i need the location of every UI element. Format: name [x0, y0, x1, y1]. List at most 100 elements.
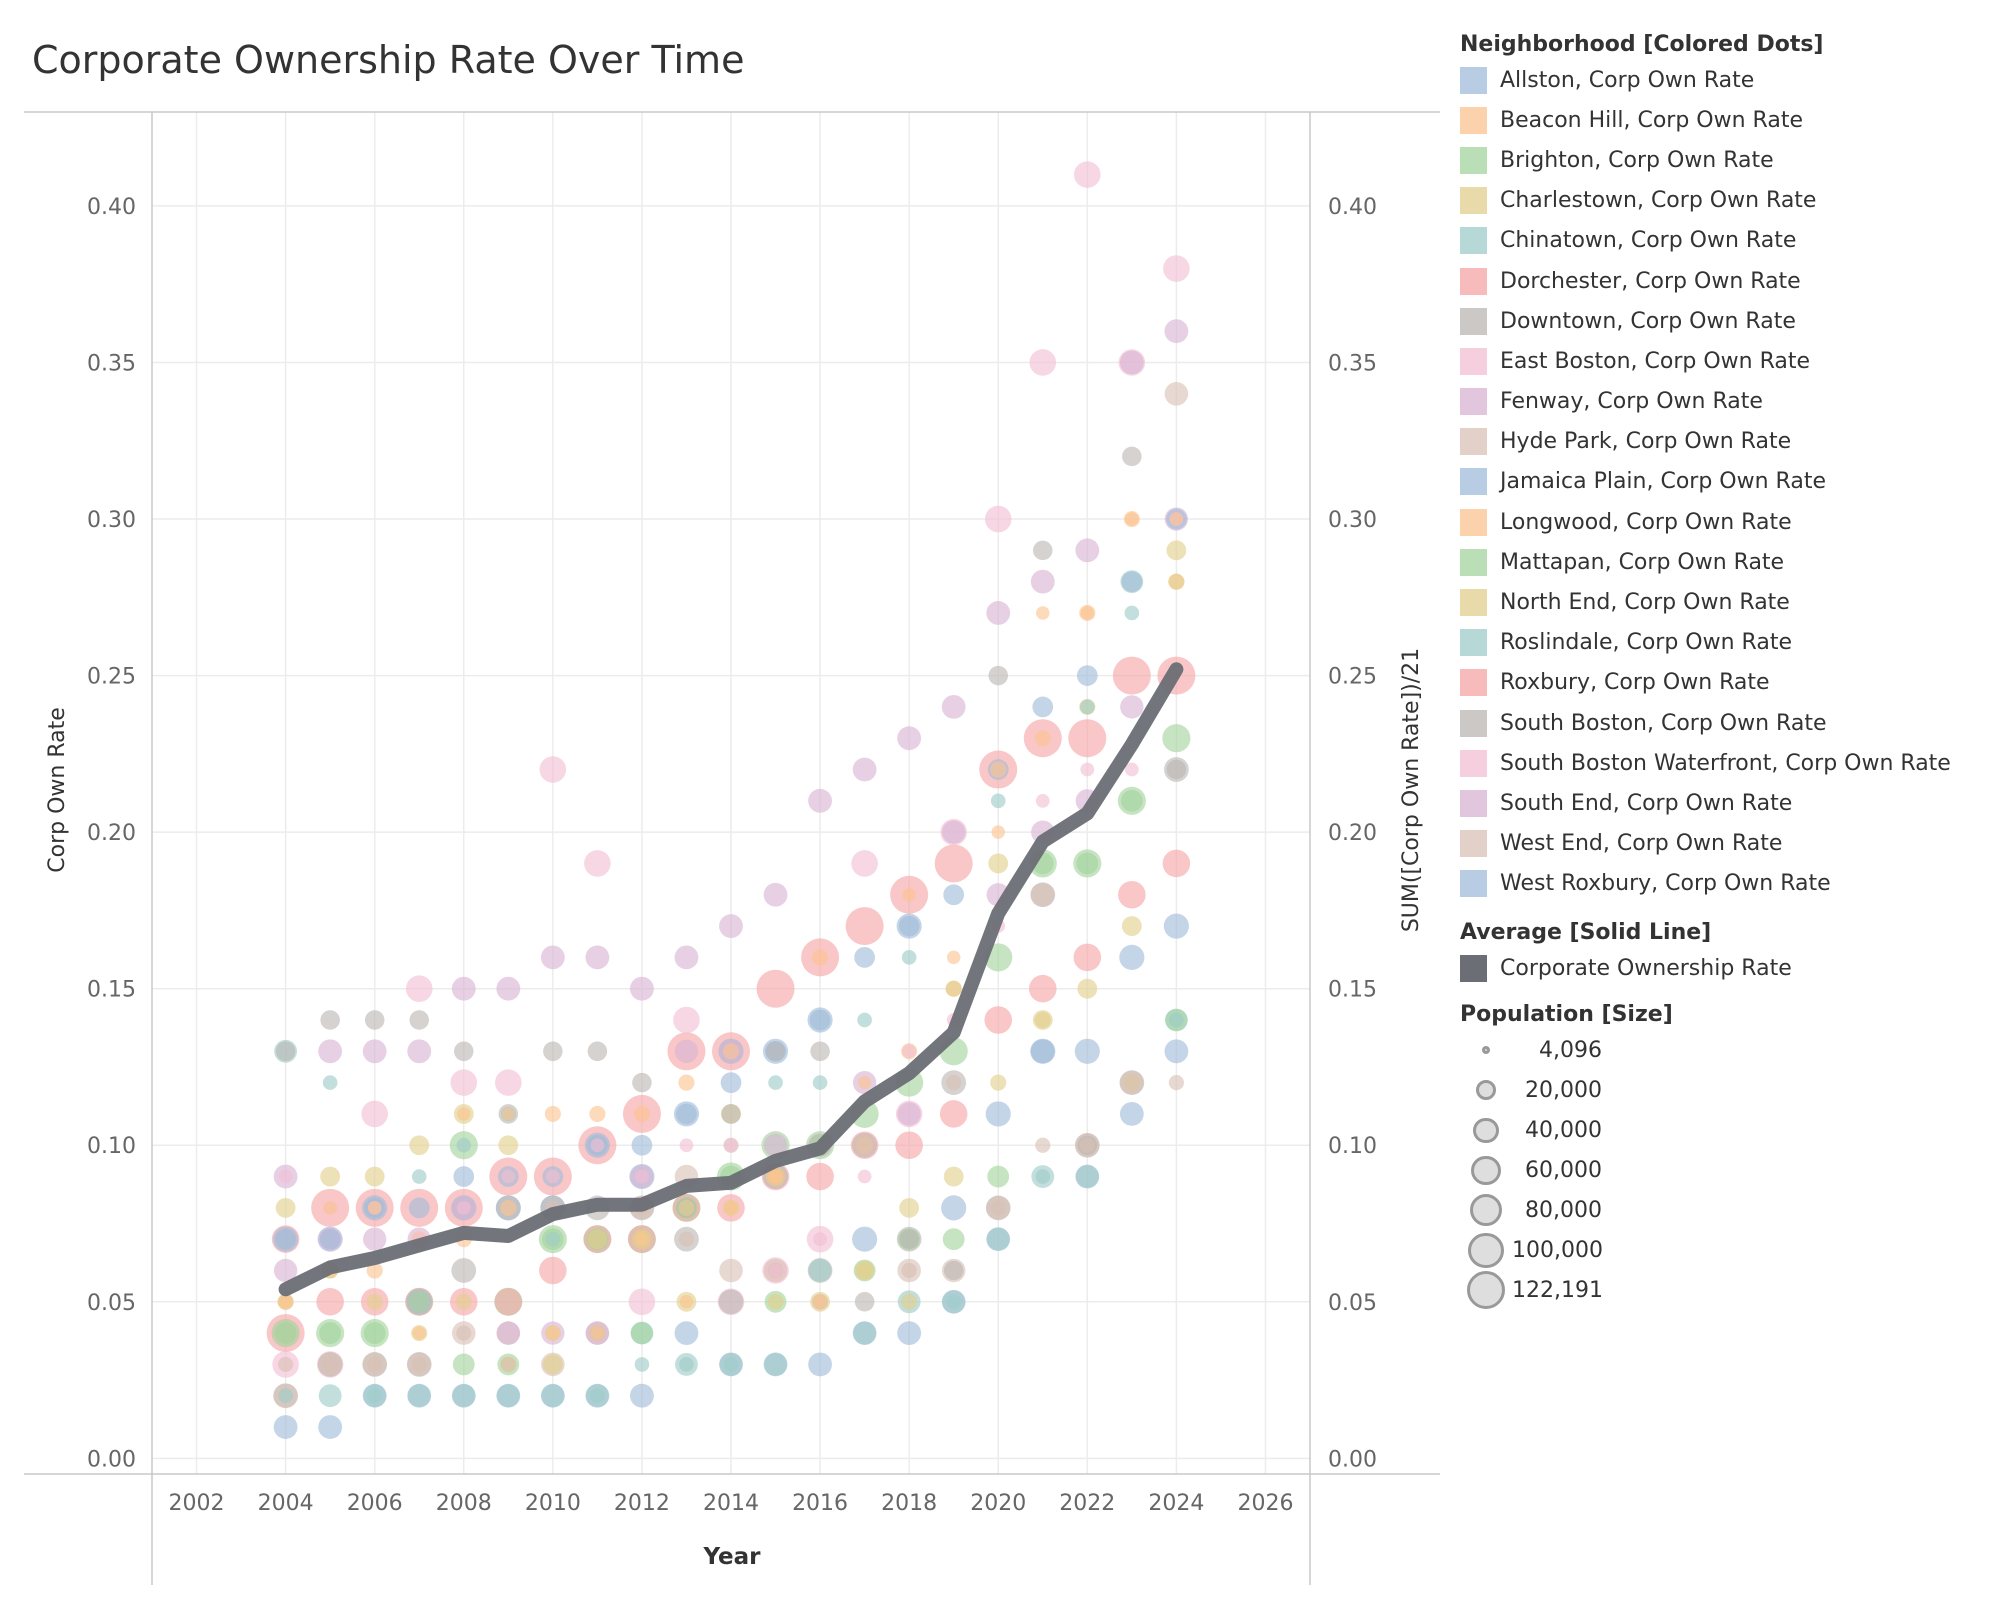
data-point[interactable]	[456, 1325, 472, 1341]
data-point[interactable]	[768, 1169, 783, 1184]
data-point[interactable]	[897, 1321, 922, 1346]
data-point[interactable]	[452, 1353, 475, 1376]
data-point[interactable]	[1164, 1039, 1189, 1064]
data-point[interactable]	[941, 694, 966, 719]
data-point[interactable]	[318, 1415, 343, 1439]
data-point[interactable]	[632, 1072, 652, 1093]
legend-item[interactable]: Charlestown, Corp Own Rate	[1460, 181, 2000, 221]
data-point[interactable]	[939, 1100, 968, 1128]
data-point[interactable]	[1124, 762, 1139, 777]
data-point[interactable]	[1122, 446, 1142, 467]
data-point[interactable]	[897, 1102, 921, 1126]
data-point[interactable]	[275, 1228, 296, 1250]
data-point[interactable]	[1162, 849, 1191, 878]
data-point[interactable]	[813, 1232, 827, 1247]
data-point[interactable]	[545, 1169, 560, 1184]
data-point[interactable]	[411, 1169, 427, 1184]
data-point[interactable]	[984, 505, 1012, 533]
data-point[interactable]	[853, 1321, 877, 1345]
data-point[interactable]	[674, 1321, 699, 1346]
data-point[interactable]	[1036, 606, 1050, 620]
data-point[interactable]	[584, 850, 611, 877]
data-point[interactable]	[495, 1069, 522, 1096]
data-point[interactable]	[585, 945, 610, 970]
data-point[interactable]	[634, 1357, 650, 1372]
data-point[interactable]	[808, 1352, 832, 1377]
data-point[interactable]	[678, 1231, 695, 1247]
data-point[interactable]	[845, 907, 884, 946]
data-point[interactable]	[363, 1227, 387, 1251]
data-point[interactable]	[494, 1288, 523, 1316]
data-point[interactable]	[323, 1201, 337, 1215]
data-point[interactable]	[1079, 699, 1095, 715]
data-point[interactable]	[899, 1197, 920, 1218]
data-point[interactable]	[984, 1006, 1013, 1034]
data-point[interactable]	[1030, 1039, 1055, 1064]
data-point[interactable]	[808, 788, 832, 813]
data-point[interactable]	[679, 1138, 694, 1153]
data-point[interactable]	[1028, 974, 1057, 1003]
data-point[interactable]	[812, 1075, 828, 1090]
data-point[interactable]	[544, 1105, 561, 1123]
data-point[interactable]	[364, 1010, 385, 1030]
data-point[interactable]	[455, 1293, 472, 1310]
data-point[interactable]	[1073, 943, 1102, 972]
data-point[interactable]	[407, 1039, 432, 1064]
data-point[interactable]	[500, 1199, 517, 1216]
data-point[interactable]	[1169, 1012, 1184, 1028]
data-point[interactable]	[1030, 569, 1055, 594]
data-point[interactable]	[721, 1104, 741, 1124]
data-point[interactable]	[1164, 319, 1189, 344]
data-point[interactable]	[946, 1294, 962, 1310]
data-point[interactable]	[854, 1292, 875, 1312]
data-point[interactable]	[452, 1384, 476, 1408]
data-point[interactable]	[1168, 573, 1185, 590]
data-point[interactable]	[496, 1321, 520, 1345]
data-point[interactable]	[318, 1039, 343, 1064]
data-point[interactable]	[1166, 759, 1187, 780]
data-point[interactable]	[985, 1101, 1011, 1127]
data-point[interactable]	[320, 1010, 340, 1030]
data-point[interactable]	[456, 1200, 471, 1215]
data-point[interactable]	[542, 1354, 563, 1375]
data-point[interactable]	[674, 1039, 699, 1063]
data-point[interactable]	[1121, 916, 1142, 936]
data-point[interactable]	[719, 914, 743, 938]
data-point[interactable]	[631, 1322, 653, 1345]
data-point[interactable]	[457, 1107, 471, 1121]
data-point[interactable]	[943, 1260, 964, 1281]
legend-item[interactable]: North End, Corp Own Rate	[1460, 582, 2000, 622]
legend-item[interactable]: Allston, Corp Own Rate	[1460, 60, 2000, 100]
data-point[interactable]	[941, 1195, 967, 1221]
data-point[interactable]	[857, 1169, 872, 1184]
data-point[interactable]	[946, 1075, 962, 1091]
legend-item[interactable]: Jamaica Plain, Corp Own Rate	[1460, 462, 2000, 502]
data-point[interactable]	[1074, 161, 1101, 188]
data-point[interactable]	[1112, 656, 1151, 695]
data-point[interactable]	[942, 820, 966, 844]
data-point[interactable]	[808, 1259, 832, 1282]
data-point[interactable]	[1077, 978, 1098, 999]
data-point[interactable]	[454, 1041, 474, 1062]
legend-item[interactable]: Fenway, Corp Own Rate	[1460, 382, 2000, 422]
data-point[interactable]	[633, 1105, 650, 1123]
data-point[interactable]	[988, 853, 1009, 874]
data-point[interactable]	[945, 980, 962, 997]
data-point[interactable]	[718, 1289, 744, 1315]
data-point[interactable]	[320, 1166, 341, 1187]
data-point[interactable]	[1162, 724, 1191, 753]
legend-item-average-line[interactable]: Corporate Ownership Rate	[1460, 948, 2000, 988]
data-point[interactable]	[635, 1169, 649, 1184]
data-point[interactable]	[1120, 789, 1143, 812]
data-point[interactable]	[322, 1075, 338, 1090]
data-point[interactable]	[724, 1138, 738, 1153]
data-point[interactable]	[1166, 540, 1187, 561]
data-point[interactable]	[1080, 606, 1095, 620]
data-point[interactable]	[1119, 944, 1145, 970]
data-point[interactable]	[812, 949, 829, 966]
data-point[interactable]	[1119, 1102, 1144, 1126]
data-point[interactable]	[451, 976, 476, 1001]
data-point[interactable]	[273, 1415, 298, 1439]
legend-item[interactable]: Hyde Park, Corp Own Rate	[1460, 422, 2000, 462]
data-point[interactable]	[408, 1290, 431, 1313]
